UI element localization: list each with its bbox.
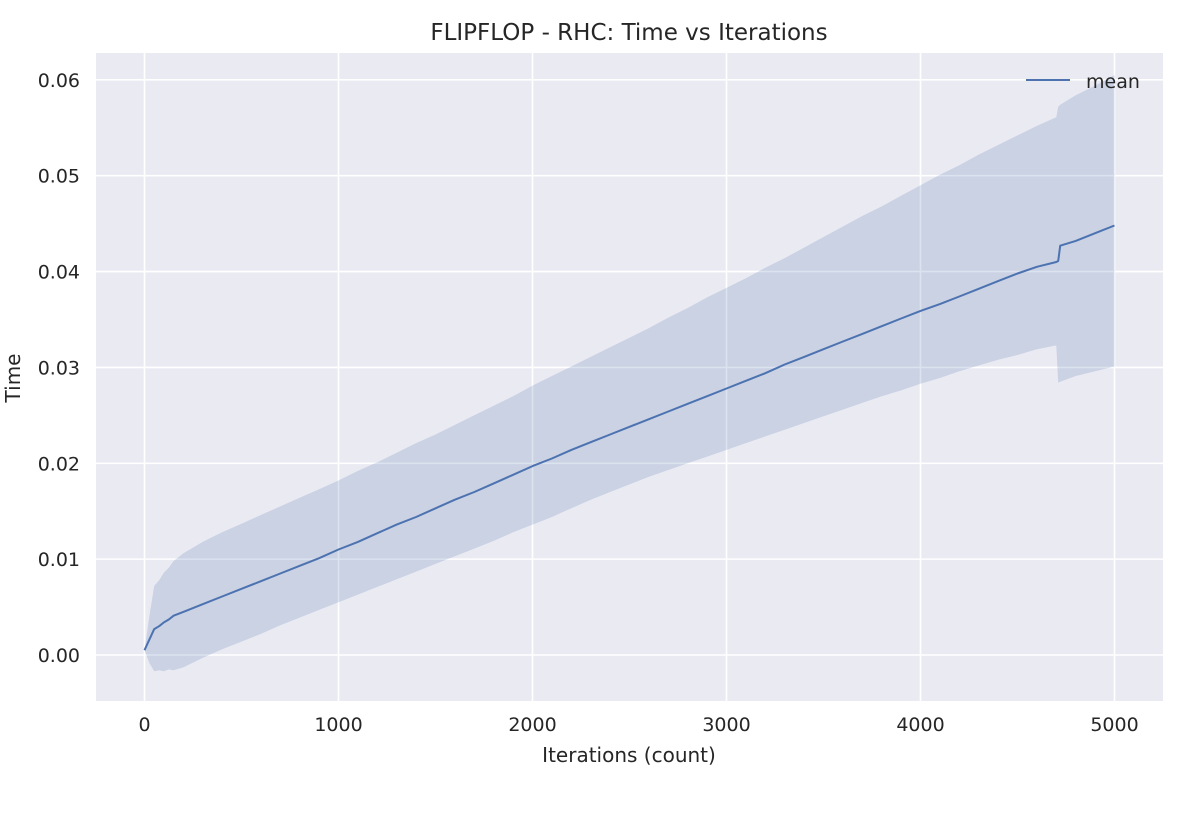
- y-tick-label: 0.04: [38, 262, 80, 284]
- x-tick-label: 3000: [702, 714, 750, 736]
- y-tick-label: 0.01: [38, 549, 80, 571]
- plot-area: [96, 53, 1163, 701]
- x-axis-label: Iterations (count): [542, 743, 716, 767]
- x-tick-label: 0: [138, 714, 150, 736]
- x-tick-label: 2000: [508, 714, 556, 736]
- y-tick-label: 0.02: [38, 453, 80, 475]
- legend-label-mean: mean: [1086, 71, 1140, 93]
- confidence-band-group: [144, 75, 1115, 672]
- y-tick-label: 0.06: [38, 70, 80, 92]
- y-tick-label: 0.00: [38, 645, 80, 667]
- y-tick-label: 0.05: [38, 166, 80, 188]
- y-tick-label: 0.03: [38, 357, 80, 379]
- grid: [96, 53, 1163, 701]
- y-tick-labels: 0.00 0.01 0.02 0.03 0.04 0.05 0.06: [38, 70, 80, 667]
- mean-line: [143, 224, 1115, 651]
- x-tick-label: 5000: [1090, 714, 1138, 736]
- confidence-band: [144, 75, 1115, 672]
- mean-line-group: [143, 224, 1115, 651]
- legend: mean: [1026, 71, 1140, 93]
- x-tick-label: 1000: [314, 714, 362, 736]
- chart-title: FLIPFLOP - RHC: Time vs Iterations: [430, 20, 827, 46]
- x-tick-labels: 0 1000 2000 3000 4000 5000: [138, 714, 1138, 736]
- y-axis-label: Time: [1, 354, 25, 404]
- x-tick-label: 4000: [896, 714, 944, 736]
